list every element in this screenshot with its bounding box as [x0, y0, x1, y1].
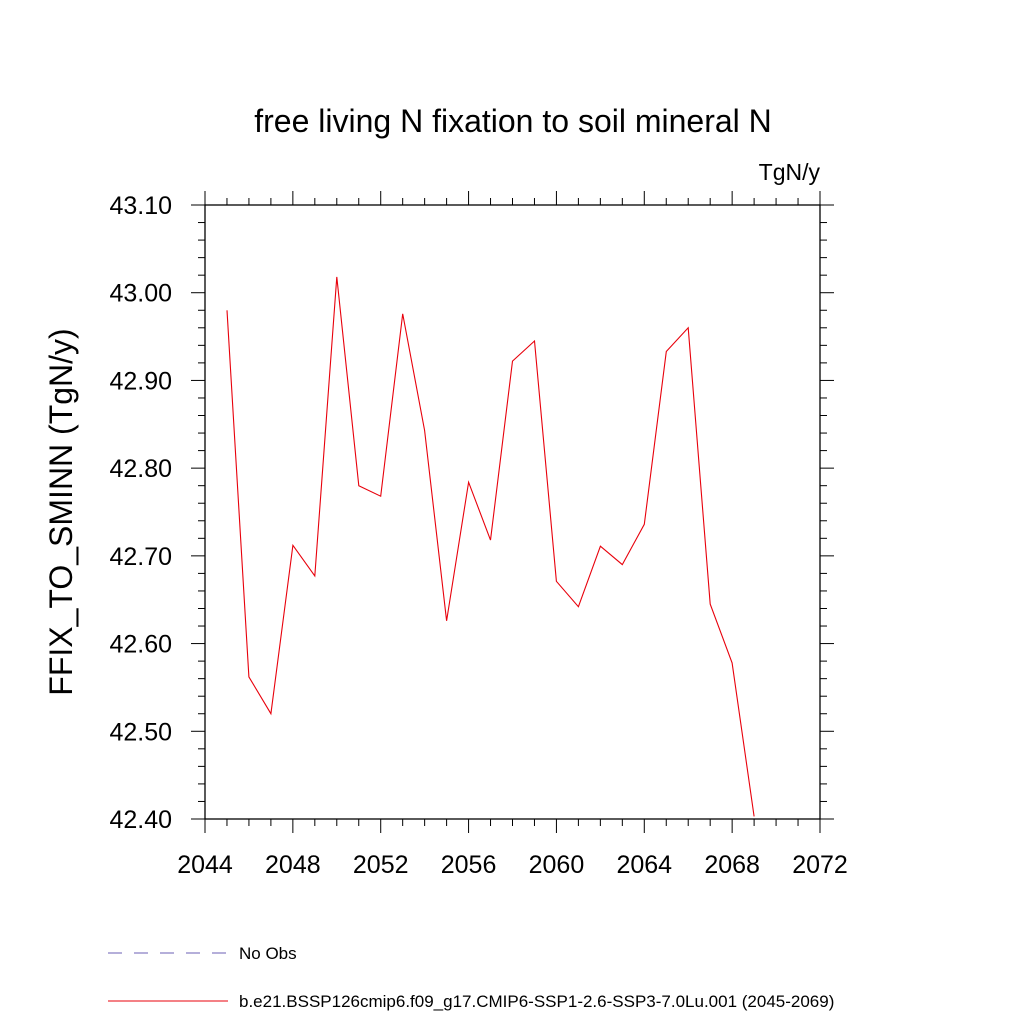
- legend-label-model: b.e21.BSSP126cmip6.f09_g17.CMIP6-SSP1-2.…: [239, 992, 834, 1011]
- x-tick-label: 2052: [353, 851, 409, 879]
- axis-ticks: [191, 191, 834, 833]
- y-tick-label: 42.40: [109, 806, 172, 834]
- units-label: TgN/y: [759, 159, 821, 185]
- series-line-0: [226, 276, 755, 817]
- y-tick-label: 43.00: [109, 280, 172, 308]
- y-tick-label: 42.50: [109, 718, 172, 746]
- x-tick-label: 2056: [441, 851, 497, 879]
- y-tick-label: 42.60: [109, 631, 172, 659]
- x-tick-labels: 2044 2048 2052 2056 2060 2064 2068 2072: [177, 851, 848, 879]
- chart-title: free living N fixation to soil mineral N: [254, 103, 772, 139]
- plot-frame: [204, 204, 821, 820]
- y-tick-label: 43.10: [109, 192, 172, 220]
- y-tick-labels: 42.40 42.50 42.60 42.70 42.80 42.90 43.00 43.10: [109, 192, 172, 834]
- series-layer: [226, 276, 755, 817]
- x-tick-label: 2060: [529, 851, 585, 879]
- y-tick-label: 42.70: [109, 543, 172, 571]
- x-tick-label: 2044: [177, 851, 233, 879]
- y-tick-label: 42.90: [109, 367, 172, 395]
- x-tick-label: 2064: [616, 851, 672, 879]
- x-tick-label: 2072: [792, 851, 848, 879]
- y-tick-label: 42.80: [109, 455, 172, 483]
- x-tick-label: 2048: [265, 851, 321, 879]
- x-tick-label: 2068: [704, 851, 760, 879]
- y-axis-label: FFIX_TO_SMINN (TgN/y): [43, 328, 79, 695]
- legend-label-no-obs: No Obs: [239, 944, 297, 963]
- legend: No Obs b.e21.BSSP126cmip6.f09_g17.CMIP6-…: [108, 944, 834, 1011]
